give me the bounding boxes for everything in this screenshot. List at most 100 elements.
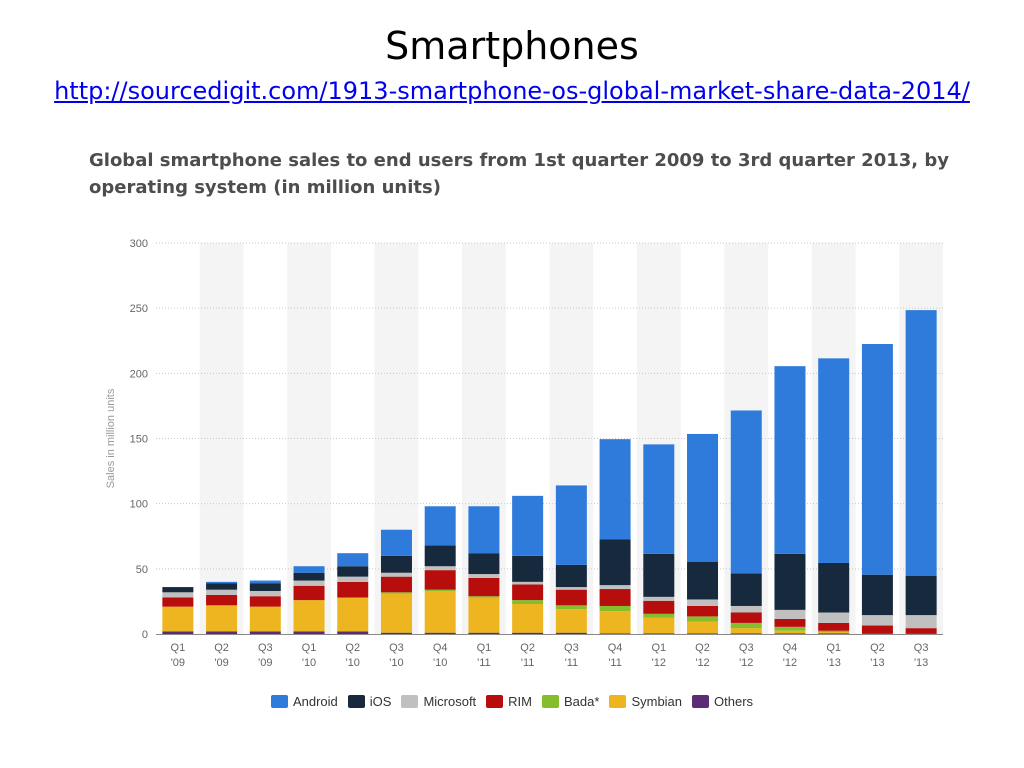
- bar-segment-symbian: [249, 606, 281, 632]
- bar-segment-rim: [818, 622, 850, 631]
- x-tick-label: '12: [739, 657, 753, 669]
- y-tick-label: 0: [142, 629, 148, 641]
- bar-segment-rim: [249, 596, 281, 607]
- bar-segment-microsoft: [380, 572, 412, 577]
- bar-segment-microsoft: [687, 599, 719, 606]
- x-tick-label: '09: [171, 657, 185, 669]
- bar-segment-microsoft: [512, 581, 544, 585]
- source-link[interactable]: http://sourcedigit.com/1913-smartphone-o…: [54, 77, 970, 105]
- bar-segment-symbian: [774, 630, 806, 634]
- bar-segment-others: [206, 631, 238, 634]
- bar-segment-bada: [380, 592, 412, 594]
- legend-item[interactable]: Symbian: [609, 694, 682, 709]
- bar-segment-ios: [424, 545, 456, 567]
- bar-segment-bada: [687, 616, 719, 622]
- x-tick-label: '11: [477, 657, 491, 669]
- bar-segment-ios: [512, 555, 544, 582]
- bar-segment-others: [512, 632, 544, 634]
- bar-segment-ios: [599, 539, 631, 586]
- x-tick-label: '11: [521, 657, 535, 669]
- bar-segment-ios: [206, 583, 238, 590]
- bar-segment-others: [293, 631, 325, 634]
- bar-segment-symbian: [687, 621, 719, 634]
- slide-title: Smartphones: [385, 24, 639, 68]
- bar-segment-symbian: [424, 590, 456, 633]
- bar-segment-symbian: [293, 600, 325, 632]
- legend-label: Bada*: [564, 694, 600, 709]
- x-tick-label: '12: [695, 657, 709, 669]
- x-tick-label: Q2: [695, 642, 710, 654]
- bar-segment-bada: [818, 630, 850, 633]
- bar-segment-bada: [599, 605, 631, 612]
- bar-segment-ios: [555, 564, 587, 588]
- bar-segment-microsoft: [206, 589, 238, 595]
- x-tick-label: '09: [214, 657, 228, 669]
- bar-segment-ios: [687, 561, 719, 600]
- bar-segment-microsoft: [337, 576, 369, 582]
- bar-segment-microsoft: [249, 590, 281, 597]
- bar-segment-rim: [206, 594, 238, 606]
- bar-segment-android: [293, 566, 325, 573]
- x-tick-label: '10: [433, 657, 447, 669]
- legend-swatch: [401, 695, 419, 708]
- x-tick-label: Q4: [783, 642, 798, 654]
- bar-segment-android: [337, 553, 369, 567]
- x-tick-label: '13: [870, 657, 884, 669]
- bar-segment-microsoft: [774, 609, 806, 620]
- bar-segment-android: [730, 410, 762, 574]
- bar-segment-android: [424, 506, 456, 546]
- x-tick-label: Q2: [345, 642, 360, 654]
- x-tick-label: Q1: [477, 642, 492, 654]
- x-tick-label: '13: [827, 657, 841, 669]
- bar-segment-microsoft: [424, 566, 456, 571]
- bar-segment-rim: [643, 600, 675, 614]
- bar-segment-others: [337, 631, 369, 634]
- bar-segment-ios: [905, 576, 937, 616]
- bar-segment-android: [206, 581, 238, 584]
- bar-segment-others: [861, 633, 893, 634]
- bar-segment-ios: [337, 566, 369, 577]
- bar-segment-microsoft: [555, 587, 587, 590]
- legend-item[interactable]: Bada*: [542, 694, 599, 709]
- bar-segment-android: [643, 444, 675, 554]
- x-tick-label: Q1: [826, 642, 841, 654]
- bar-segment-ios: [293, 572, 325, 581]
- x-tick-label: '10: [389, 657, 403, 669]
- bar-segment-bada: [730, 622, 762, 629]
- x-tick-label: Q1: [302, 642, 317, 654]
- legend-item[interactable]: Microsoft: [401, 694, 476, 709]
- bar-segment-others: [380, 632, 412, 634]
- bar-segment-others: [555, 632, 587, 634]
- bar-segment-symbian: [380, 593, 412, 633]
- bar-segment-android: [555, 485, 587, 565]
- bar-segment-symbian: [162, 606, 194, 632]
- legend-item[interactable]: Android: [270, 694, 338, 709]
- x-tick-label: '12: [783, 657, 797, 669]
- column-band: [199, 243, 244, 634]
- legend-label: Others: [714, 694, 754, 709]
- chart-title: Global smartphone sales to end users fro…: [89, 150, 949, 198]
- bar-segment-bada: [424, 589, 456, 591]
- legend-item[interactable]: iOS: [347, 694, 391, 709]
- x-tick-label: Q1: [171, 642, 186, 654]
- bar-segment-microsoft: [730, 605, 762, 613]
- bar-segment-others: [687, 633, 719, 634]
- bar-segment-rim: [293, 585, 325, 601]
- bar-segment-android: [512, 495, 544, 556]
- bar-segment-rim: [380, 576, 412, 593]
- stacked-bar-chart: 0 50 100 150 200 250 300 Sales in million units…: [105, 238, 943, 669]
- bar-segment-rim: [162, 597, 194, 607]
- bar-segment-android: [687, 433, 719, 562]
- legend-label: Microsoft: [423, 694, 477, 709]
- bar-segment-android: [599, 439, 631, 540]
- bar-segment-microsoft: [468, 574, 500, 578]
- bar-segment-others: [818, 633, 850, 634]
- bar-segment-rim: [555, 589, 587, 606]
- legend-item[interactable]: Others: [692, 694, 753, 709]
- x-tick-label: '13: [914, 657, 928, 669]
- legend-item[interactable]: RIM: [486, 694, 532, 709]
- bar-segment-android: [774, 366, 806, 554]
- x-tick-label: '11: [608, 657, 622, 669]
- x-tick-label: Q2: [214, 642, 229, 654]
- bar-segment-symbian: [643, 617, 675, 634]
